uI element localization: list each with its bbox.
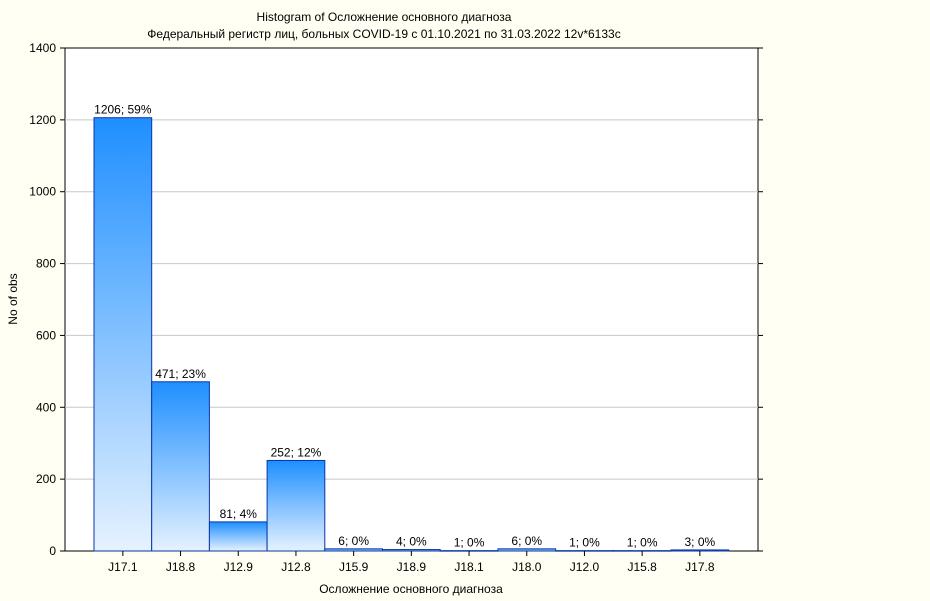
y-tick-label: 400 — [36, 400, 56, 414]
data-label: 6; 0% — [511, 534, 542, 548]
y-tick-label: 600 — [36, 328, 56, 342]
data-label: 1; 0% — [627, 536, 658, 550]
data-label: 1206; 59% — [94, 103, 152, 117]
y-axis-label: No of obs — [6, 273, 20, 324]
x-tick-label: J18.1 — [454, 560, 484, 574]
y-tick-label: 1400 — [29, 41, 56, 55]
bar-J12-9 — [208, 521, 268, 552]
y-tick-label: 0 — [49, 544, 56, 558]
x-tick-label: J18.8 — [166, 560, 196, 574]
bar-J17-8 — [670, 549, 730, 552]
x-tick-label: J15.8 — [627, 560, 657, 574]
y-tick-label: 200 — [36, 472, 56, 486]
y-tick-label: 1000 — [29, 185, 56, 199]
x-tick-label: J18.0 — [512, 560, 542, 574]
data-label: 1; 0% — [569, 536, 600, 550]
x-tick-label: J12.0 — [570, 560, 600, 574]
bar-J12-8 — [266, 459, 326, 552]
data-label: 4; 0% — [396, 535, 427, 549]
bar-J18-0 — [497, 548, 557, 552]
data-label: 1; 0% — [454, 536, 485, 550]
data-label: 6; 0% — [338, 534, 369, 548]
data-label: 81; 4% — [220, 507, 258, 521]
chart-title: Histogram of Осложнение основного диагно… — [257, 10, 512, 24]
x-tick-label: J18.9 — [397, 560, 427, 574]
x-axis-label: Осложнение основного диагноза — [319, 582, 503, 596]
y-tick-label: 1200 — [29, 113, 56, 127]
data-label: 252; 12% — [271, 445, 322, 459]
y-tick-label: 800 — [36, 257, 56, 271]
data-label: 3; 0% — [685, 535, 716, 549]
bar-J15-9 — [324, 548, 383, 552]
x-tick-label: J12.9 — [224, 560, 254, 574]
bar-J18-9 — [382, 549, 441, 552]
x-tick-label: J17.8 — [685, 560, 715, 574]
data-label: 471; 23% — [155, 367, 206, 381]
chart-subtitle: Федеральный регистр лиц, больных COVID-1… — [147, 27, 620, 41]
bar-J18-8 — [151, 381, 210, 552]
x-tick-label: J17.1 — [108, 560, 138, 574]
bar-J17-1 — [93, 117, 153, 552]
x-tick-label: J15.9 — [339, 560, 369, 574]
x-tick-label: J12.8 — [281, 560, 311, 574]
